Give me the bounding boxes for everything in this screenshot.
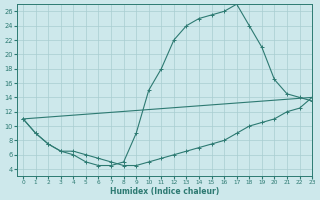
X-axis label: Humidex (Indice chaleur): Humidex (Indice chaleur) bbox=[110, 187, 219, 196]
